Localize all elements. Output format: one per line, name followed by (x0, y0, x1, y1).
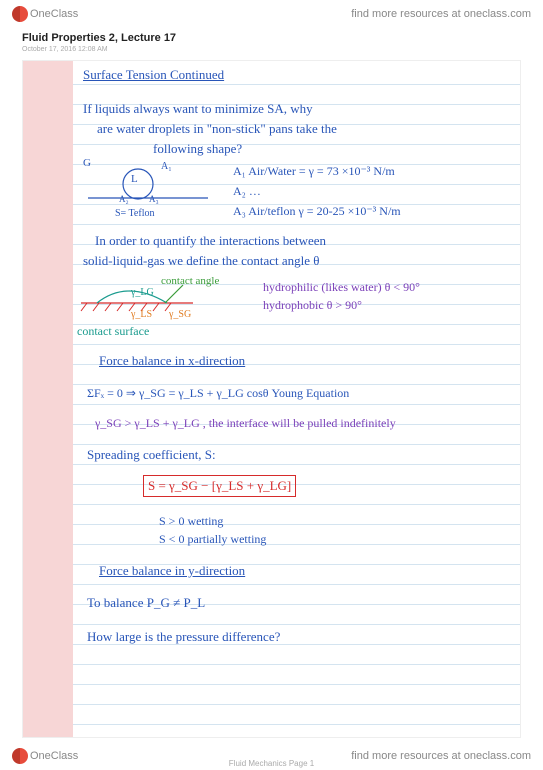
pressure-question: How large is the pressure difference? (87, 627, 280, 647)
eq-air-teflon: A₃ Air/teflon γ = 20-25 ×10⁻³ N/m (233, 201, 401, 221)
logo-icon (12, 6, 28, 22)
young-equation: ΣFₓ = 0 ⇒ γ_SG = γ_LS + γ_LG cosθ Young … (87, 383, 349, 403)
hydrophobic: hydrophobic θ > 90° (263, 295, 362, 315)
wetting-pos: S > 0 wetting (159, 511, 223, 531)
eq-air-water: A₁ Air/Water = γ = 73 ×10⁻³ N/m (233, 161, 395, 181)
notebook-paper: Surface Tension Continued If liquids alw… (22, 60, 521, 738)
header-bar: OneClass find more resources at oneclass… (0, 0, 543, 28)
tagline-top: find more resources at oneclass.com (351, 8, 531, 20)
label-gamma-sg: γ_SG (169, 305, 191, 325)
spreading-formula: S = γ_SG − [γ_LS + γ_LG] (143, 475, 296, 497)
para2-line2: solid-liquid-gas we define the contact a… (83, 251, 320, 271)
label-L: L (131, 169, 138, 189)
balance-pressure: To balance P_G ≠ P_L (87, 593, 205, 613)
heading-spreading: Spreading coefficient, S: (87, 445, 216, 465)
brand-logo: OneClass (12, 6, 78, 22)
label-S: S= Teflon (115, 204, 154, 224)
eq-a2: A₂ … (233, 181, 261, 201)
label-contact-surface: contact surface (77, 321, 149, 341)
brand-logo-footer: OneClass (12, 748, 78, 764)
brand-text-footer: OneClass (30, 750, 78, 762)
label-A1: A₁ (161, 157, 172, 177)
tagline-bottom: find more resources at oneclass.com (351, 750, 531, 762)
label-gamma-lg: γ_LG (131, 283, 154, 303)
label-contact-angle: contact angle (161, 271, 219, 291)
brand-text: OneClass (30, 8, 78, 20)
footer-bar: OneClass find more resources at oneclass… (0, 742, 543, 770)
logo-icon (12, 748, 28, 764)
page-title: Fluid Properties 2, Lecture 17 (22, 32, 176, 44)
para1-line1: If liquids always want to minimize SA, w… (83, 99, 313, 119)
para1-line2: are water droplets in "non-stick" pans t… (97, 119, 337, 139)
hydrophilic: hydrophilic (likes water) θ < 90° (263, 277, 420, 297)
heading-force-y: Force balance in y-direction (99, 561, 245, 581)
heading-force-x: Force balance in x-direction (99, 351, 245, 371)
page-meta: October 17, 2016 12:08 AM (22, 46, 108, 53)
para2-line1: In order to quantify the interactions be… (95, 231, 326, 251)
wetting-neg: S < 0 partially wetting (159, 529, 266, 549)
interface-pulled: γ_SG > γ_LS + γ_LG , the interface will … (95, 413, 396, 433)
label-G: G (83, 153, 91, 173)
heading-surface-tension: Surface Tension Continued (83, 65, 224, 85)
